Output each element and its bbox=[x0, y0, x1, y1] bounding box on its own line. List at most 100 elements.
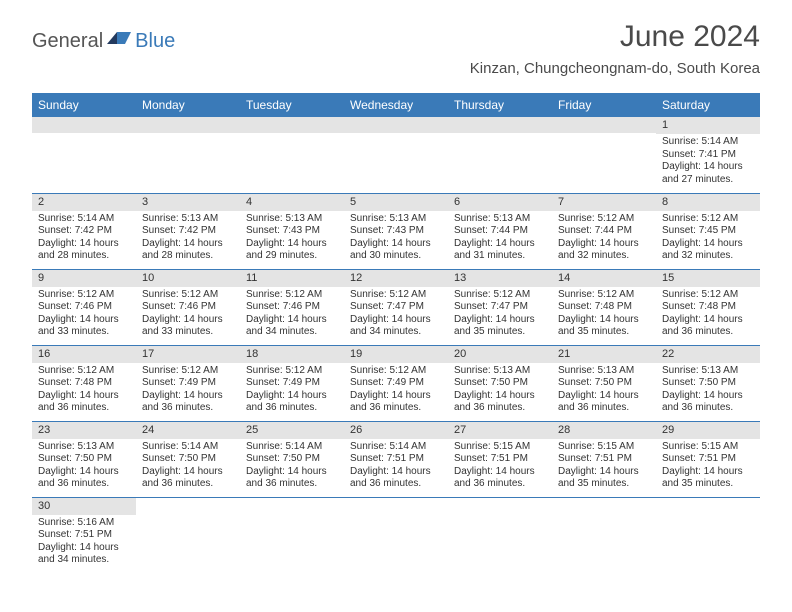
weekday-header: Saturday bbox=[656, 93, 760, 117]
header: General Blue June 2024 Kinzan, Chungcheo… bbox=[0, 0, 792, 85]
day-details: Sunrise: 5:12 AMSunset: 7:48 PMDaylight:… bbox=[552, 287, 656, 343]
day-number: 20 bbox=[448, 346, 552, 363]
day-number: 13 bbox=[448, 270, 552, 287]
day-details: Sunrise: 5:12 AMSunset: 7:49 PMDaylight:… bbox=[136, 363, 240, 419]
day-number: 9 bbox=[32, 270, 136, 287]
day-details: Sunrise: 5:13 AMSunset: 7:50 PMDaylight:… bbox=[32, 439, 136, 495]
day-details: Sunrise: 5:12 AMSunset: 7:46 PMDaylight:… bbox=[136, 287, 240, 343]
calendar-row: 2Sunrise: 5:14 AMSunset: 7:42 PMDaylight… bbox=[32, 193, 760, 269]
day-details: Sunrise: 5:12 AMSunset: 7:48 PMDaylight:… bbox=[656, 287, 760, 343]
calendar-row: 1Sunrise: 5:14 AMSunset: 7:41 PMDaylight… bbox=[32, 117, 760, 193]
calendar-cell bbox=[448, 117, 552, 193]
title-block: June 2024 Kinzan, Chungcheongnam-do, Sou… bbox=[470, 20, 760, 77]
calendar-cell: 12Sunrise: 5:12 AMSunset: 7:47 PMDayligh… bbox=[344, 269, 448, 345]
day-number: 25 bbox=[240, 422, 344, 439]
day-details: Sunrise: 5:12 AMSunset: 7:45 PMDaylight:… bbox=[656, 211, 760, 267]
logo: General Blue bbox=[32, 20, 175, 53]
weekday-header: Friday bbox=[552, 93, 656, 117]
weekday-header: Wednesday bbox=[344, 93, 448, 117]
day-number: 7 bbox=[552, 194, 656, 211]
calendar-cell bbox=[552, 117, 656, 193]
calendar-cell: 22Sunrise: 5:13 AMSunset: 7:50 PMDayligh… bbox=[656, 345, 760, 421]
day-details: Sunrise: 5:13 AMSunset: 7:42 PMDaylight:… bbox=[136, 211, 240, 267]
day-details: Sunrise: 5:16 AMSunset: 7:51 PMDaylight:… bbox=[32, 515, 136, 571]
day-details: Sunrise: 5:13 AMSunset: 7:50 PMDaylight:… bbox=[448, 363, 552, 419]
calendar-cell: 28Sunrise: 5:15 AMSunset: 7:51 PMDayligh… bbox=[552, 421, 656, 497]
calendar-cell: 10Sunrise: 5:12 AMSunset: 7:46 PMDayligh… bbox=[136, 269, 240, 345]
calendar-cell bbox=[32, 117, 136, 193]
calendar-cell bbox=[240, 497, 344, 573]
calendar-cell: 18Sunrise: 5:12 AMSunset: 7:49 PMDayligh… bbox=[240, 345, 344, 421]
day-number: 12 bbox=[344, 270, 448, 287]
calendar-cell: 7Sunrise: 5:12 AMSunset: 7:44 PMDaylight… bbox=[552, 193, 656, 269]
day-number: 10 bbox=[136, 270, 240, 287]
calendar-cell: 24Sunrise: 5:14 AMSunset: 7:50 PMDayligh… bbox=[136, 421, 240, 497]
day-details: Sunrise: 5:13 AMSunset: 7:43 PMDaylight:… bbox=[240, 211, 344, 267]
calendar-row: 16Sunrise: 5:12 AMSunset: 7:48 PMDayligh… bbox=[32, 345, 760, 421]
day-details: Sunrise: 5:12 AMSunset: 7:47 PMDaylight:… bbox=[448, 287, 552, 343]
calendar-cell: 1Sunrise: 5:14 AMSunset: 7:41 PMDaylight… bbox=[656, 117, 760, 193]
day-number: 15 bbox=[656, 270, 760, 287]
day-number: 16 bbox=[32, 346, 136, 363]
day-number: 24 bbox=[136, 422, 240, 439]
weekday-header: Tuesday bbox=[240, 93, 344, 117]
calendar-cell: 6Sunrise: 5:13 AMSunset: 7:44 PMDaylight… bbox=[448, 193, 552, 269]
calendar-cell bbox=[136, 497, 240, 573]
calendar-cell: 5Sunrise: 5:13 AMSunset: 7:43 PMDaylight… bbox=[344, 193, 448, 269]
day-number: 2 bbox=[32, 194, 136, 211]
day-details: Sunrise: 5:15 AMSunset: 7:51 PMDaylight:… bbox=[656, 439, 760, 495]
day-number: 11 bbox=[240, 270, 344, 287]
day-details: Sunrise: 5:15 AMSunset: 7:51 PMDaylight:… bbox=[552, 439, 656, 495]
day-number: 23 bbox=[32, 422, 136, 439]
day-details: Sunrise: 5:12 AMSunset: 7:49 PMDaylight:… bbox=[240, 363, 344, 419]
calendar-body: 1Sunrise: 5:14 AMSunset: 7:41 PMDaylight… bbox=[32, 117, 760, 573]
weekday-header: Thursday bbox=[448, 93, 552, 117]
day-number: 28 bbox=[552, 422, 656, 439]
day-number-blank bbox=[448, 117, 552, 133]
logo-text-blue: Blue bbox=[135, 30, 175, 53]
calendar-cell: 11Sunrise: 5:12 AMSunset: 7:46 PMDayligh… bbox=[240, 269, 344, 345]
day-number: 26 bbox=[344, 422, 448, 439]
day-details: Sunrise: 5:12 AMSunset: 7:48 PMDaylight:… bbox=[32, 363, 136, 419]
day-number: 17 bbox=[136, 346, 240, 363]
calendar-table: SundayMondayTuesdayWednesdayThursdayFrid… bbox=[32, 93, 760, 573]
calendar-cell: 13Sunrise: 5:12 AMSunset: 7:47 PMDayligh… bbox=[448, 269, 552, 345]
calendar-cell bbox=[344, 497, 448, 573]
calendar-cell: 17Sunrise: 5:12 AMSunset: 7:49 PMDayligh… bbox=[136, 345, 240, 421]
day-number: 8 bbox=[656, 194, 760, 211]
day-number: 14 bbox=[552, 270, 656, 287]
calendar-cell: 2Sunrise: 5:14 AMSunset: 7:42 PMDaylight… bbox=[32, 193, 136, 269]
day-number: 21 bbox=[552, 346, 656, 363]
day-number: 29 bbox=[656, 422, 760, 439]
calendar-row: 9Sunrise: 5:12 AMSunset: 7:46 PMDaylight… bbox=[32, 269, 760, 345]
calendar-cell: 21Sunrise: 5:13 AMSunset: 7:50 PMDayligh… bbox=[552, 345, 656, 421]
day-number-blank bbox=[240, 117, 344, 133]
calendar-cell: 26Sunrise: 5:14 AMSunset: 7:51 PMDayligh… bbox=[344, 421, 448, 497]
calendar-cell: 23Sunrise: 5:13 AMSunset: 7:50 PMDayligh… bbox=[32, 421, 136, 497]
day-details: Sunrise: 5:13 AMSunset: 7:50 PMDaylight:… bbox=[552, 363, 656, 419]
logo-flag-icon bbox=[107, 30, 133, 53]
calendar-cell bbox=[240, 117, 344, 193]
weekday-header: Monday bbox=[136, 93, 240, 117]
calendar-cell: 9Sunrise: 5:12 AMSunset: 7:46 PMDaylight… bbox=[32, 269, 136, 345]
day-number-blank bbox=[32, 117, 136, 133]
calendar-cell: 27Sunrise: 5:15 AMSunset: 7:51 PMDayligh… bbox=[448, 421, 552, 497]
weekday-header: Sunday bbox=[32, 93, 136, 117]
day-number: 3 bbox=[136, 194, 240, 211]
location: Kinzan, Chungcheongnam-do, South Korea bbox=[470, 60, 760, 77]
calendar-cell bbox=[656, 497, 760, 573]
day-number: 19 bbox=[344, 346, 448, 363]
calendar-cell: 30Sunrise: 5:16 AMSunset: 7:51 PMDayligh… bbox=[32, 497, 136, 573]
day-number-blank bbox=[136, 117, 240, 133]
logo-text-general: General bbox=[32, 30, 103, 53]
calendar-cell: 15Sunrise: 5:12 AMSunset: 7:48 PMDayligh… bbox=[656, 269, 760, 345]
calendar-cell bbox=[552, 497, 656, 573]
day-number-blank bbox=[552, 117, 656, 133]
day-details: Sunrise: 5:12 AMSunset: 7:46 PMDaylight:… bbox=[32, 287, 136, 343]
calendar-row: 23Sunrise: 5:13 AMSunset: 7:50 PMDayligh… bbox=[32, 421, 760, 497]
day-details: Sunrise: 5:12 AMSunset: 7:44 PMDaylight:… bbox=[552, 211, 656, 267]
calendar-head: SundayMondayTuesdayWednesdayThursdayFrid… bbox=[32, 93, 760, 117]
day-details: Sunrise: 5:14 AMSunset: 7:42 PMDaylight:… bbox=[32, 211, 136, 267]
day-details: Sunrise: 5:14 AMSunset: 7:41 PMDaylight:… bbox=[656, 134, 760, 190]
day-details: Sunrise: 5:13 AMSunset: 7:44 PMDaylight:… bbox=[448, 211, 552, 267]
